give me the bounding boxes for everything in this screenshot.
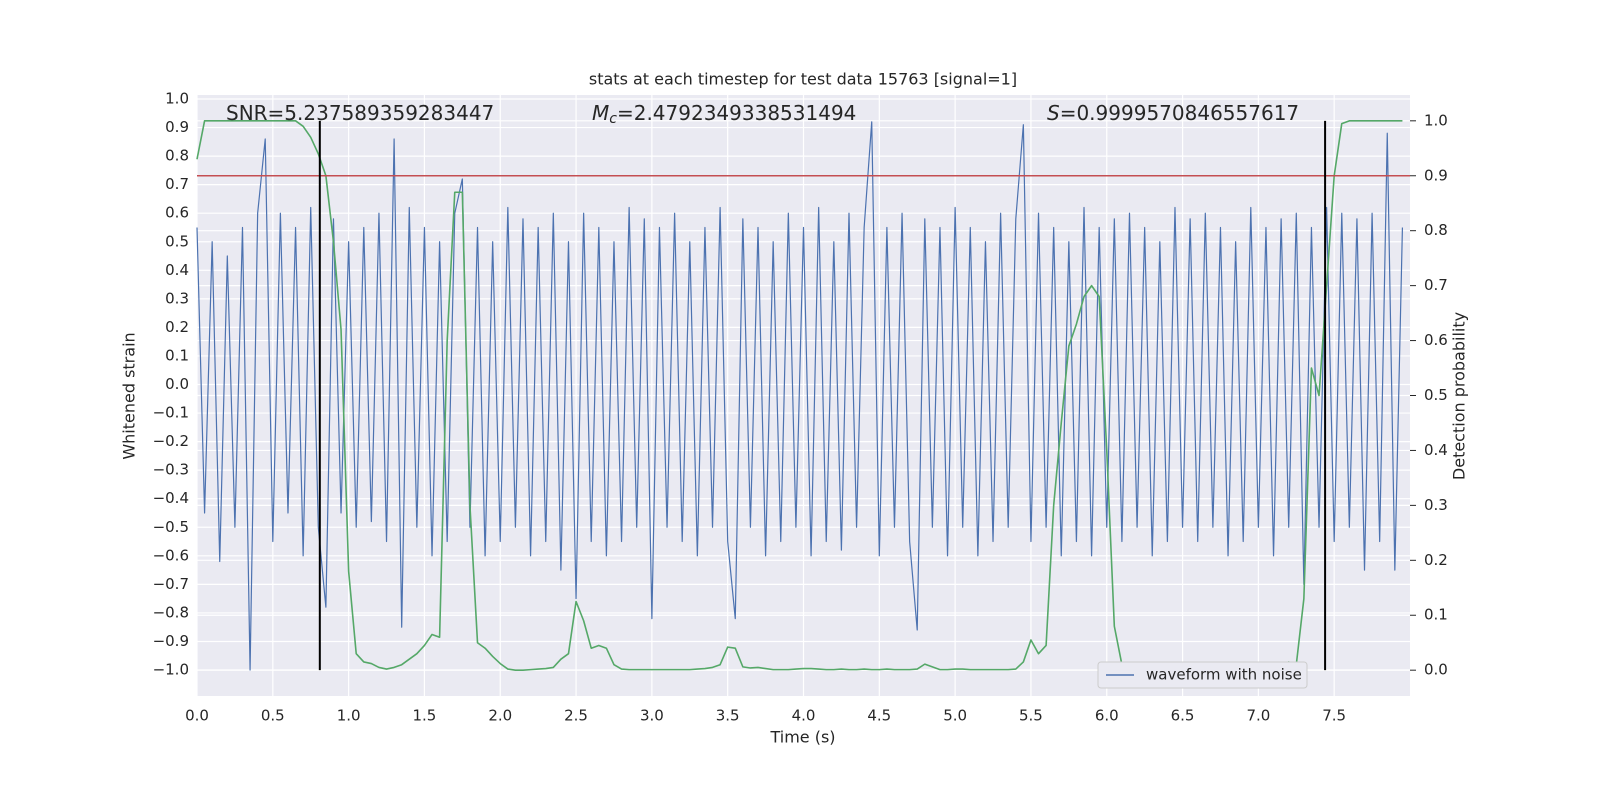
x-tick-label: 1.0 xyxy=(337,707,361,725)
y-tick-label: 0.8 xyxy=(165,147,189,165)
x-tick-label: 1.5 xyxy=(413,707,437,725)
annotation: Mc=2.4792349338531494 xyxy=(592,101,856,128)
y-tick-label: −1.0 xyxy=(153,661,189,679)
annotation-text: =2.4792349338531494 xyxy=(617,101,856,125)
y-tick-label: 0.3 xyxy=(165,289,189,307)
y2-axis-label: Detection probability xyxy=(1450,312,1469,480)
y2-tick-label: 0.2 xyxy=(1424,551,1448,569)
y2-tick-label: 0.0 xyxy=(1424,661,1448,679)
series-line xyxy=(196,121,1404,671)
y-tick-label: 0.4 xyxy=(165,261,189,279)
x-tick-label: 5.5 xyxy=(1019,707,1043,725)
y-tick-label: −0.1 xyxy=(153,404,189,422)
y-tick-label: 0.7 xyxy=(165,175,189,193)
y-tick-label: 0.1 xyxy=(165,346,189,364)
x-tick-label: 6.5 xyxy=(1171,707,1195,725)
x-tick-label: 3.0 xyxy=(640,707,664,725)
y-tick-label: −0.3 xyxy=(153,461,189,479)
y2-tick-label: 0.9 xyxy=(1424,166,1448,184)
annotation: SNR=5.237589359283447 xyxy=(226,101,494,125)
y-tick-label: −0.8 xyxy=(153,603,189,621)
x-tick-label: 5.0 xyxy=(943,707,967,725)
y2-tick-label: 0.7 xyxy=(1424,276,1448,294)
x-tick-label: 4.5 xyxy=(867,707,891,725)
legend-label: waveform with noise xyxy=(1146,666,1302,684)
y2-tick-label: 0.4 xyxy=(1424,441,1448,459)
y-tick-label: 1.0 xyxy=(165,89,189,107)
annotation-symbol: M xyxy=(592,101,609,125)
x-tick-label: 0.0 xyxy=(185,707,209,725)
y-tick-label: −0.6 xyxy=(153,546,189,564)
x-tick-label: 7.0 xyxy=(1246,707,1270,725)
x-tick-label: 3.5 xyxy=(716,707,740,725)
y-tick-label: 0.0 xyxy=(165,375,189,393)
x-tick-label: 2.0 xyxy=(488,707,512,725)
chart-title: stats at each timestep for test data 157… xyxy=(589,70,1017,89)
y2-tick-label: 0.1 xyxy=(1424,606,1448,624)
y-tick-label: −0.2 xyxy=(153,432,189,450)
y2-tick-label: 0.6 xyxy=(1424,331,1448,349)
y2-tick-label: 1.0 xyxy=(1424,111,1448,129)
x-tick-label: 7.5 xyxy=(1322,707,1346,725)
annotation-subscript: c xyxy=(609,111,617,127)
x-axis-label: Time (s) xyxy=(769,728,835,747)
y2-tick-label: 0.3 xyxy=(1424,496,1448,514)
y-tick-label: 0.9 xyxy=(165,118,189,136)
y-tick-label: 0.6 xyxy=(165,204,189,222)
annotation-symbol: S xyxy=(1047,101,1060,125)
y2-tick-label: 0.5 xyxy=(1424,386,1448,404)
y-tick-label: 0.2 xyxy=(165,318,189,336)
y-tick-label: −0.4 xyxy=(153,489,189,507)
y2-tick-label: 0.8 xyxy=(1424,221,1448,239)
x-tick-label: 0.5 xyxy=(261,707,285,725)
y-tick-label: −0.9 xyxy=(153,632,189,650)
annotation-text: SNR=5.237589359283447 xyxy=(226,101,494,125)
y-tick-label: −0.7 xyxy=(153,575,189,593)
y-tick-label: 0.5 xyxy=(165,232,189,250)
x-tick-label: 2.5 xyxy=(564,707,588,725)
legend-box xyxy=(1097,661,1308,689)
x-tick-label: 6.0 xyxy=(1095,707,1119,725)
y-tick-label: −0.5 xyxy=(153,518,189,536)
x-tick-label: 4.0 xyxy=(792,707,816,725)
y-axis-label: Whitened strain xyxy=(120,332,139,459)
annotation-text: =0.9999570846557617 xyxy=(1060,101,1299,125)
annotation: S=0.9999570846557617 xyxy=(1047,101,1299,125)
